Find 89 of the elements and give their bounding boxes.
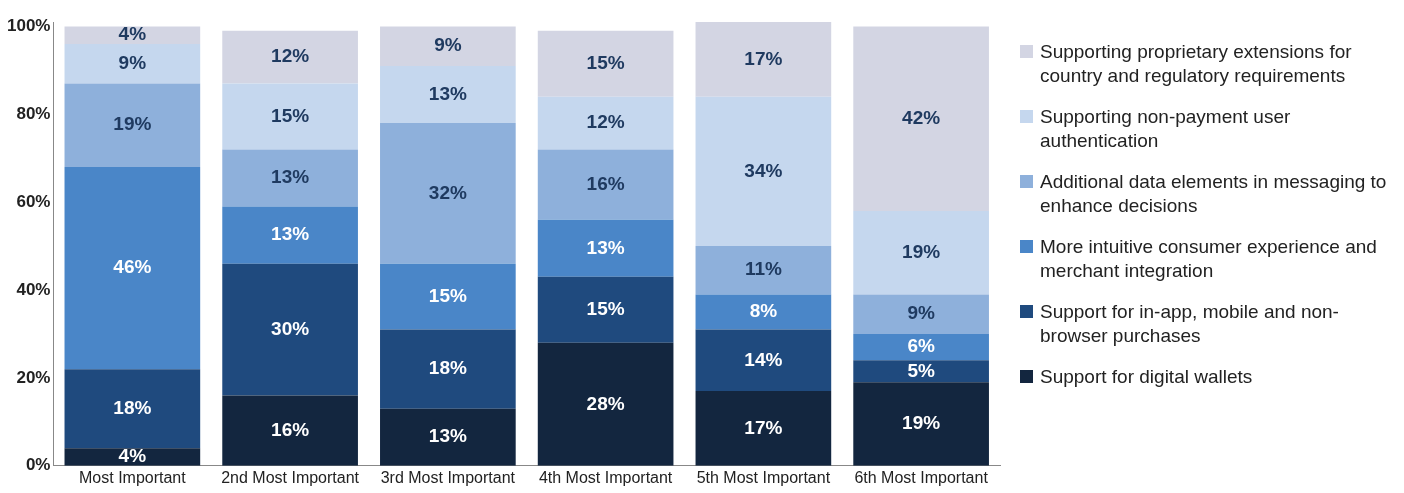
bar	[380, 408, 516, 466]
data-label: 8%	[749, 300, 778, 322]
y-tick-label: 20%	[16, 367, 51, 387]
bar	[222, 83, 358, 150]
data-label: 5%	[907, 359, 935, 381]
x-tick-label: 6th Most Important	[854, 468, 989, 486]
data-label: 15%	[428, 284, 467, 306]
data-label: 46%	[113, 256, 152, 278]
bar	[537, 219, 674, 277]
y-tick-label: 80%	[16, 103, 51, 123]
data-label: 19%	[902, 240, 941, 262]
x-tick-label: 5th Most Important	[696, 468, 831, 486]
data-label: 15%	[586, 51, 625, 73]
bar	[695, 22, 832, 97]
data-label: 19%	[902, 412, 941, 434]
legend-label: Supporting proprietary extensions for country and regulatory requirements	[1040, 40, 1353, 88]
x-tick-label: 2nd Most Important	[221, 468, 360, 486]
bar	[64, 26, 201, 44]
data-label: 16%	[271, 418, 310, 440]
data-label: 15%	[271, 104, 310, 126]
bar	[380, 329, 516, 409]
bar	[537, 149, 674, 220]
bar	[853, 382, 989, 466]
bar	[64, 369, 201, 449]
data-label: 19%	[113, 113, 152, 135]
legend-label: Support for in-app, mobile and non-browser purchases	[1040, 300, 1340, 348]
legend-label: Support for digital wallets	[1040, 365, 1253, 389]
data-label: 11%	[744, 258, 782, 280]
x-tick-label: Most Important	[79, 468, 187, 486]
data-label: 42%	[902, 106, 941, 128]
bar	[853, 333, 989, 361]
data-label: 4%	[118, 445, 147, 467]
data-label: 17%	[744, 47, 783, 69]
bar	[380, 263, 516, 330]
bar	[695, 329, 832, 392]
data-label: 16%	[586, 172, 625, 194]
bar	[695, 246, 832, 295]
x-tick-label: 3rd Most Important	[380, 468, 516, 486]
bar	[537, 342, 674, 466]
data-label: 9%	[907, 302, 935, 324]
y-tick-label: 40%	[16, 279, 51, 299]
bar	[695, 391, 832, 466]
bar	[222, 206, 358, 264]
y-tick-label: 0%	[25, 455, 51, 475]
bar	[853, 294, 989, 334]
bar	[222, 30, 358, 84]
y-tick-label: 60%	[16, 191, 51, 211]
bar	[537, 30, 674, 97]
bar	[695, 294, 832, 330]
data-label: 30%	[271, 317, 310, 339]
data-label: 9%	[434, 34, 462, 56]
data-label: 4%	[118, 23, 147, 45]
legend-label: More intuitive consumer experience and merchant integration	[1040, 235, 1378, 283]
data-label: 34%	[744, 159, 783, 181]
bar	[853, 360, 989, 383]
data-label: 13%	[586, 236, 625, 258]
data-label: 13%	[271, 223, 310, 245]
bar	[64, 167, 201, 370]
bar	[853, 210, 989, 295]
data-label: 28%	[586, 392, 625, 414]
y-tick-label: 100%	[7, 16, 51, 36]
data-label: 15%	[586, 298, 625, 320]
bar	[222, 395, 358, 466]
bar	[222, 263, 358, 396]
data-label: 13%	[271, 166, 310, 188]
bar	[64, 83, 201, 167]
data-label: 18%	[113, 396, 152, 418]
bar	[853, 26, 989, 211]
data-label: 13%	[428, 82, 467, 104]
bar	[380, 65, 516, 124]
bar	[222, 149, 358, 207]
data-label: 14%	[744, 348, 783, 370]
data-label: 13%	[428, 425, 467, 447]
bar	[537, 96, 674, 150]
legend-label: Supporting non-payment user authentication	[1040, 105, 1292, 153]
x-tick-label: 4th Most Important	[538, 468, 673, 486]
data-label: 9%	[118, 51, 147, 73]
data-label: 12%	[271, 45, 310, 67]
bar	[537, 276, 674, 343]
legend-label: Additional data elements in messaging to enhance decisions	[1040, 170, 1388, 218]
data-label: 6%	[907, 335, 935, 357]
data-label: 17%	[744, 416, 783, 438]
bar	[380, 123, 516, 264]
data-label: 12%	[586, 111, 625, 133]
data-label: 18%	[428, 357, 467, 379]
bar	[695, 96, 832, 247]
bar	[64, 43, 201, 84]
bar	[380, 26, 516, 66]
data-label: 32%	[428, 181, 467, 203]
